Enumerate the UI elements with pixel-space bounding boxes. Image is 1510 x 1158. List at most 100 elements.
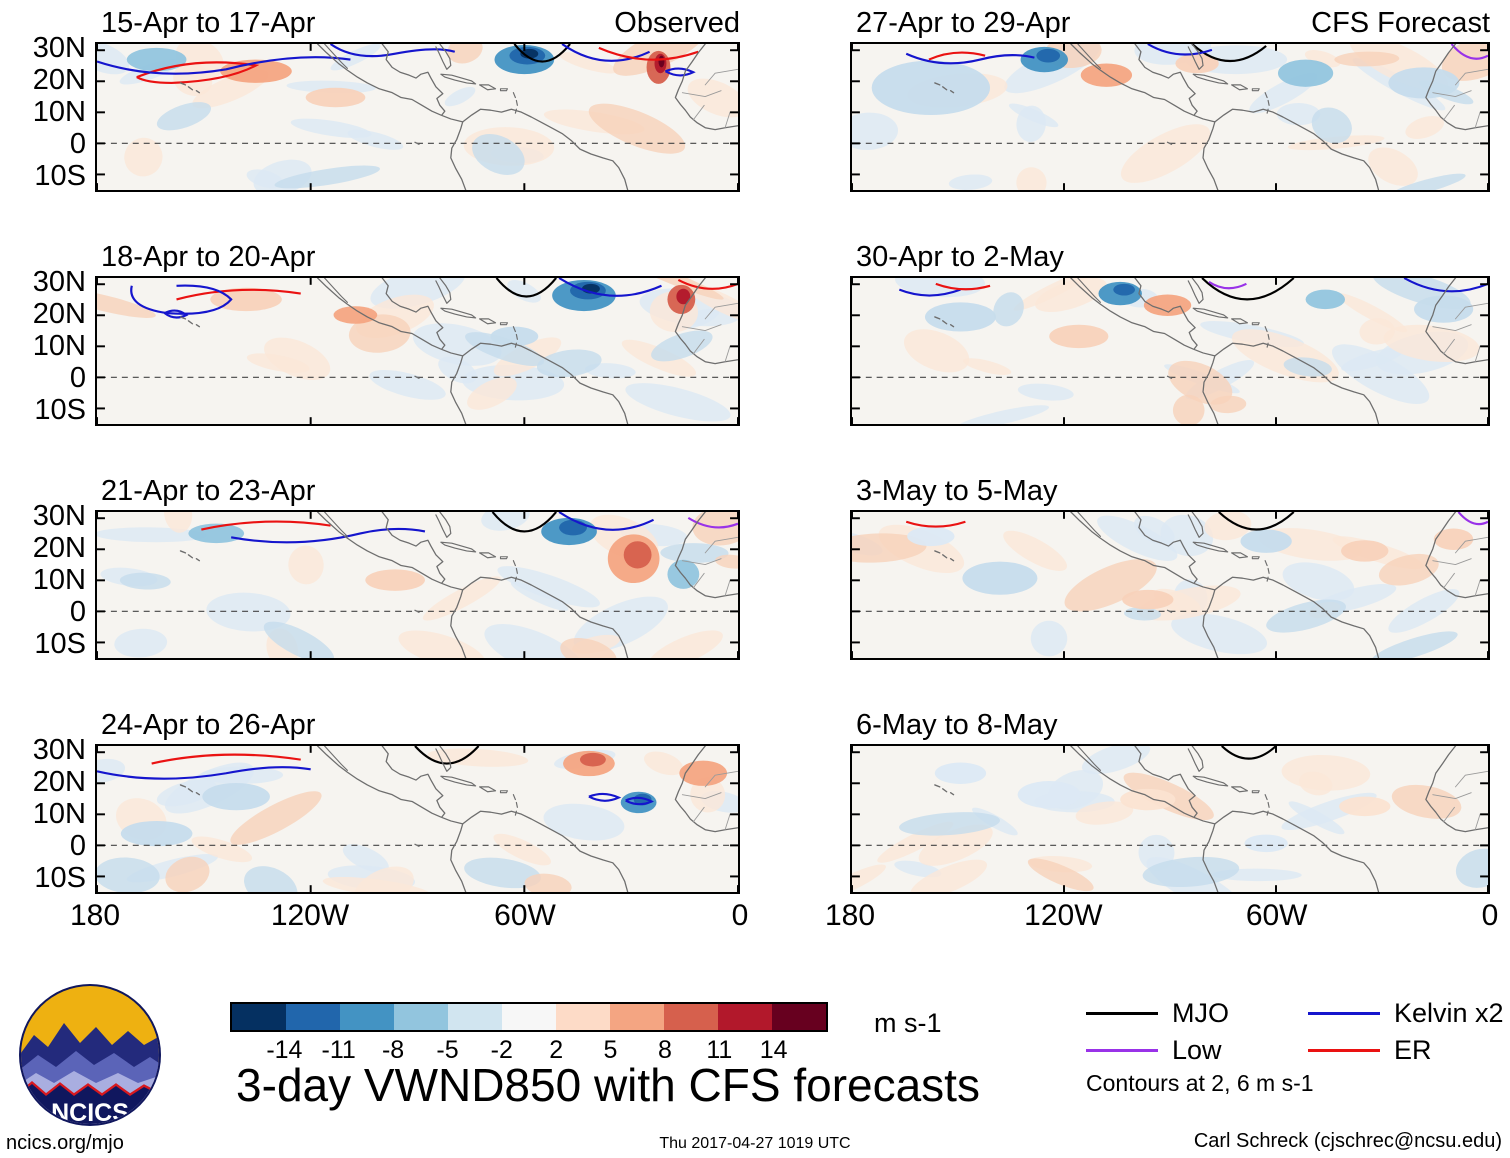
plot-title: 3-day VWND850 with CFS forecasts	[236, 1059, 980, 1111]
logo-red-zigzag	[21, 1081, 159, 1097]
colorbar-segment	[556, 1004, 610, 1030]
ncics-logo: NCICS	[18, 983, 162, 1127]
y-tick-label: 20N	[32, 64, 86, 97]
colorbar-segment	[340, 1004, 394, 1030]
colorbar-tick-label: 14	[759, 1036, 788, 1064]
y-tick-label: 30N	[32, 500, 86, 533]
colorbar-tick-label: 8	[657, 1036, 672, 1064]
y-tick-label: 10S	[34, 160, 86, 193]
footer-url: ncics.org/mjo	[6, 1132, 124, 1154]
legend-line-swatch	[1308, 1049, 1380, 1052]
colorbar-tick-label: -5	[436, 1036, 459, 1064]
map-graphic	[97, 746, 738, 892]
x-tick-label: 0	[1481, 899, 1499, 932]
map-obs-3	[95, 510, 740, 660]
legend-line-swatch	[1086, 1012, 1158, 1015]
colorbar-tick-label: 11	[706, 1036, 733, 1064]
x-tick-label: 60W	[1245, 899, 1308, 932]
legend-line-swatch	[1308, 1012, 1380, 1015]
y-tick-label: 20N	[32, 532, 86, 565]
colorbar-segment	[232, 1004, 286, 1030]
y-tick-label: 30N	[32, 266, 86, 299]
footer-timestamp: Thu 2017-04-27 1019 UTC	[659, 1135, 851, 1152]
panel-title: 15-Apr to 17-Apr	[101, 7, 316, 39]
colorbar-segment	[718, 1004, 772, 1030]
map-obs-1	[95, 42, 740, 192]
y-tick-label: 20N	[32, 298, 86, 331]
map-fcst-4	[850, 744, 1490, 894]
y-tick-label: 10N	[32, 330, 86, 363]
y-tick-label: 0	[69, 362, 86, 395]
legend-item-kelvin-x2: Kelvin x2	[1308, 995, 1508, 1032]
legend-label: ER	[1394, 1035, 1432, 1065]
map-graphic	[97, 44, 738, 190]
legend-line-swatch	[1086, 1049, 1158, 1052]
y-tick-label: 0	[69, 830, 86, 863]
panel-title: 21-Apr to 23-Apr	[101, 475, 316, 507]
y-tick-label: 0	[69, 596, 86, 629]
map-graphic	[852, 746, 1488, 892]
map-graphic	[97, 278, 738, 424]
x-tick-label: 180	[69, 899, 121, 932]
colorbar-tick-label: -8	[381, 1036, 405, 1064]
footer-credit: Carl Schreck (cjschrec@ncsu.edu)	[1193, 1130, 1502, 1152]
column-header: CFS Forecast	[1311, 7, 1490, 39]
y-tick-label: 10N	[32, 564, 86, 597]
colorbar-units: m s-1	[874, 1008, 942, 1038]
map-graphic	[852, 44, 1488, 190]
legend-item-mjo: MJO	[1086, 995, 1308, 1032]
colorbar	[230, 1002, 828, 1032]
map-obs-4	[95, 744, 740, 894]
map-fcst-1	[850, 42, 1490, 192]
y-tick-label: 10S	[34, 628, 86, 661]
colorbar-segment	[394, 1004, 448, 1030]
map-graphic	[852, 512, 1488, 658]
legend-label: Kelvin x2	[1394, 998, 1504, 1028]
y-tick-label: 10N	[32, 798, 86, 831]
x-tick-label: 60W	[494, 899, 556, 932]
colorbar-tick-label: -11	[321, 1036, 356, 1064]
y-tick-label: 10S	[34, 394, 86, 427]
map-obs-2	[95, 276, 740, 426]
colorbar-tick-label: -14	[266, 1036, 303, 1064]
map-graphic	[852, 278, 1488, 424]
panel-title: 6-May to 8-May	[856, 709, 1058, 741]
map-fcst-2	[850, 276, 1490, 426]
y-tick-label: 30N	[32, 32, 86, 65]
contour-legend: MJO Low Kelvin x2 ER	[1086, 995, 1508, 1069]
colorbar-segment	[286, 1004, 340, 1030]
x-tick-label: 0	[731, 899, 749, 932]
y-tick-label: 0	[69, 128, 86, 161]
map-graphic	[97, 512, 738, 658]
y-tick-label: 20N	[32, 766, 86, 799]
panel-title: 27-Apr to 29-Apr	[856, 7, 1071, 39]
logo-text: NCICS	[51, 1099, 129, 1127]
y-tick-label: 10N	[32, 96, 86, 129]
map-fcst-3	[850, 510, 1490, 660]
legend-item-er: ER	[1308, 1032, 1508, 1069]
panel-title: 3-May to 5-May	[856, 475, 1058, 507]
contour-levels-note: Contours at 2, 6 m s-1	[1086, 1070, 1314, 1096]
panel-title: 30-Apr to 2-May	[856, 241, 1064, 273]
colorbar-tick-label: 5	[603, 1036, 618, 1064]
x-tick-label: 120W	[1024, 899, 1103, 932]
colorbar-segment	[772, 1004, 826, 1030]
ncics-logo-graphic: NCICS	[19, 984, 161, 1127]
x-tick-label: 180	[824, 899, 876, 932]
y-tick-label: 10S	[34, 862, 86, 895]
y-tick-label: 30N	[32, 734, 86, 767]
colorbar-tick-label: 2	[549, 1036, 564, 1064]
colorbar-labels: -14 -11 -8 -5 -2 2 5 8 11 14	[230, 1036, 828, 1064]
colorbar-segment	[610, 1004, 664, 1030]
column-header: Observed	[614, 7, 740, 39]
panel-title: 18-Apr to 20-Apr	[101, 241, 316, 273]
colorbar-segment	[448, 1004, 502, 1030]
legend-label: MJO	[1172, 998, 1229, 1028]
panel-title: 24-Apr to 26-Apr	[101, 709, 316, 741]
legend-label: Low	[1172, 1035, 1222, 1065]
colorbar-tick-label: -2	[490, 1036, 513, 1064]
x-tick-label: 120W	[270, 899, 350, 932]
colorbar-segment	[502, 1004, 556, 1030]
